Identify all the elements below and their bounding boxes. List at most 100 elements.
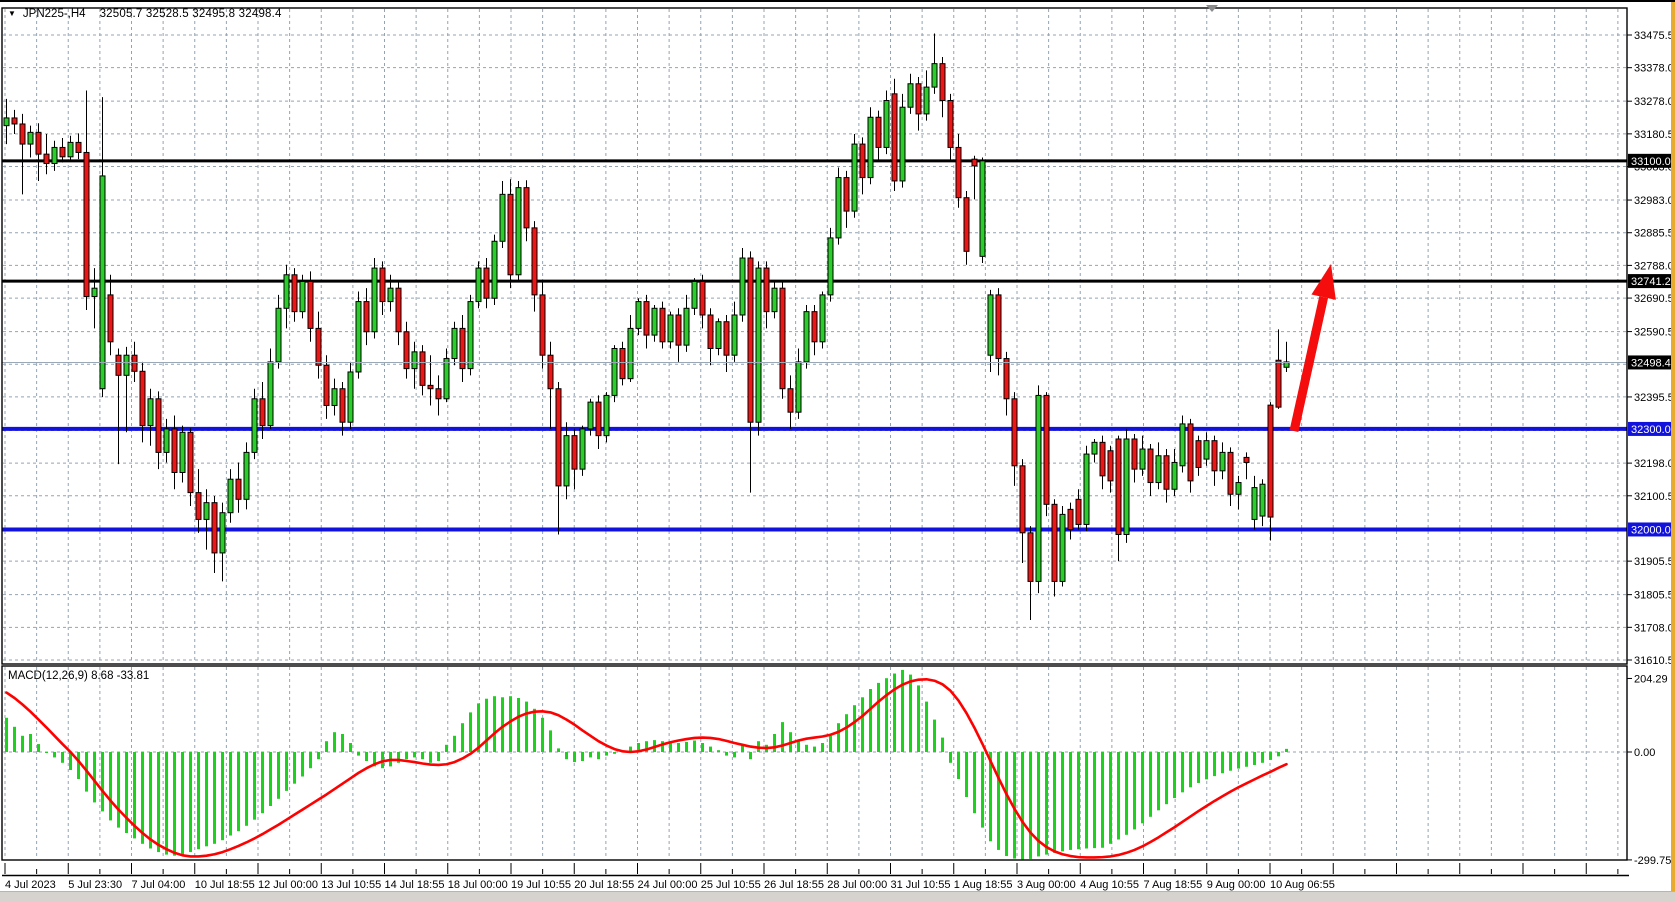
bear-candle bbox=[395, 287, 402, 333]
bull-candle bbox=[1035, 394, 1042, 582]
bear-candle bbox=[171, 428, 178, 474]
bull-candle bbox=[923, 86, 930, 115]
bear-candle bbox=[1227, 451, 1234, 495]
bear-candle bbox=[675, 314, 682, 346]
horizontal-line-objects[interactable] bbox=[2, 159, 1627, 532]
bull-candle bbox=[299, 280, 306, 313]
bull-candle bbox=[123, 354, 130, 376]
time-axis[interactable]: 4 Jul 2023 5 Jul 23:30 7 Jul 04:00 10 Jul 1… bbox=[2, 863, 1629, 891]
svg-text:32983.0: 32983.0 bbox=[1634, 195, 1674, 207]
chart-shift-marker[interactable] bbox=[1206, 5, 1218, 12]
bear-candle bbox=[155, 398, 162, 453]
bear-candle bbox=[1195, 440, 1202, 468]
bull-candle bbox=[1139, 448, 1146, 470]
time-axis-label: 9 Aug 00:00 bbox=[1207, 879, 1266, 891]
bear-candle bbox=[211, 502, 218, 554]
bull-candle bbox=[331, 388, 338, 406]
bear-candle bbox=[1115, 438, 1122, 535]
bull-candle bbox=[851, 143, 858, 212]
time-axis-label: 26 Jul 18:55 bbox=[764, 879, 824, 891]
svg-text:32198.0: 32198.0 bbox=[1634, 458, 1674, 470]
bear-candle bbox=[707, 314, 714, 350]
bear-candle bbox=[139, 370, 146, 427]
bull-candle bbox=[1259, 483, 1266, 517]
bear-candle bbox=[115, 354, 122, 376]
bear-candle bbox=[787, 388, 794, 413]
svg-text:204.29: 204.29 bbox=[1634, 673, 1668, 685]
time-axis-label: 1 Aug 18:55 bbox=[954, 879, 1013, 891]
time-axis-label: 10 Jul 18:55 bbox=[195, 879, 255, 891]
bear-candle bbox=[75, 141, 82, 153]
bull-candle bbox=[99, 175, 106, 390]
macd-histogram bbox=[5, 669, 1288, 860]
bull-candle bbox=[251, 398, 258, 453]
price-label-32741.2 bbox=[1628, 274, 1674, 289]
time-axis-label: 7 Aug 18:55 bbox=[1144, 879, 1203, 891]
bull-candle bbox=[627, 327, 634, 380]
time-axis-label: 28 Jul 00:00 bbox=[827, 879, 887, 891]
bull-candle bbox=[203, 502, 210, 520]
bear-candle bbox=[19, 123, 26, 145]
bear-candle bbox=[35, 131, 42, 155]
bear-candle bbox=[235, 478, 242, 500]
price-axis[interactable]: 33475.533378.033278.033180.533083.032983… bbox=[1627, 30, 1674, 867]
svg-text:32788.0: 32788.0 bbox=[1634, 260, 1674, 272]
bull-candle bbox=[771, 287, 778, 313]
bull-candle bbox=[1059, 513, 1066, 582]
bull-candle bbox=[827, 237, 834, 296]
bull-candle bbox=[147, 398, 154, 427]
bull-candle bbox=[635, 301, 642, 329]
ohlc-values: 32505.7 32528.5 32495.8 32498.4 bbox=[99, 8, 282, 20]
bear-candle bbox=[1067, 508, 1074, 530]
bear-candle bbox=[1107, 450, 1114, 482]
bull-candle bbox=[883, 100, 890, 148]
bull-candle bbox=[1251, 487, 1258, 520]
bear-candle bbox=[259, 398, 266, 427]
bear-candle bbox=[1075, 498, 1082, 525]
bear-candle bbox=[955, 146, 962, 199]
bull-candle bbox=[3, 117, 10, 127]
bear-candle bbox=[875, 116, 882, 148]
bull-candle bbox=[1235, 482, 1242, 495]
bull-candle bbox=[587, 401, 594, 430]
bull-candle bbox=[1179, 423, 1186, 467]
trend-arrow[interactable] bbox=[1289, 264, 1336, 432]
bull-candle bbox=[267, 361, 274, 427]
bear-candle bbox=[659, 307, 666, 343]
svg-text:33180.5: 33180.5 bbox=[1634, 129, 1674, 141]
bull-candle bbox=[355, 301, 362, 373]
bear-candle bbox=[1011, 398, 1018, 467]
bear-candle bbox=[1187, 423, 1194, 482]
bull-candle bbox=[499, 193, 506, 242]
bear-candle bbox=[947, 100, 954, 148]
svg-text:32498.4: 32498.4 bbox=[1631, 357, 1671, 369]
bear-candle bbox=[547, 354, 554, 390]
bear-candle bbox=[187, 431, 194, 494]
bear-candle bbox=[811, 311, 818, 343]
bull-candle bbox=[371, 267, 378, 333]
bull-candle bbox=[227, 478, 234, 514]
bear-candle bbox=[619, 348, 626, 380]
svg-text:32690.5: 32690.5 bbox=[1634, 293, 1674, 305]
bull-candle bbox=[347, 371, 354, 423]
price-label-32000.0 bbox=[1628, 522, 1674, 537]
bear-candle bbox=[1019, 465, 1026, 534]
svg-text:32300.0: 32300.0 bbox=[1631, 424, 1671, 436]
symbol-dropdown-icon[interactable]: ▼ bbox=[8, 9, 16, 18]
bear-candle bbox=[699, 280, 706, 316]
bull-candle bbox=[715, 321, 722, 350]
bear-candle bbox=[131, 354, 138, 372]
bull-candle bbox=[795, 361, 802, 413]
bear-candle bbox=[539, 294, 546, 356]
svg-text:31708.0: 31708.0 bbox=[1634, 622, 1674, 634]
svg-text:31905.5: 31905.5 bbox=[1634, 556, 1674, 568]
price-label-32498.4 bbox=[1628, 355, 1674, 370]
bear-candle bbox=[507, 193, 514, 276]
bull-candle bbox=[691, 280, 698, 309]
bear-candle bbox=[435, 388, 442, 400]
svg-text:32741.2: 32741.2 bbox=[1631, 276, 1671, 288]
bull-candle bbox=[219, 512, 226, 554]
bull-candle bbox=[67, 141, 74, 158]
